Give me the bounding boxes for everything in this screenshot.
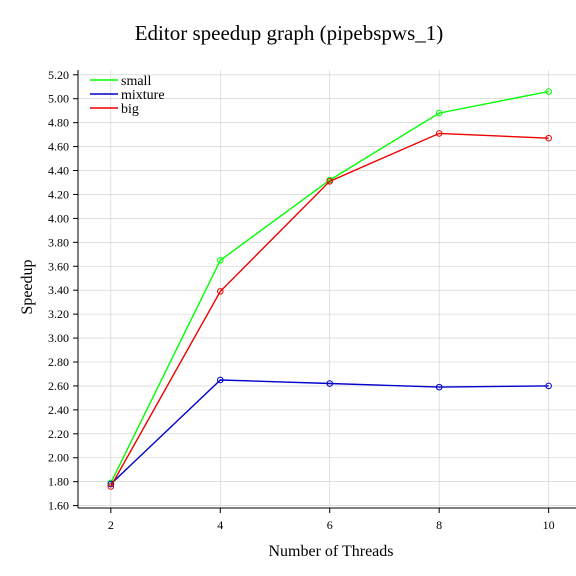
y-tick-label: 3.80 [48,235,69,249]
x-tick-label: 10 [543,518,555,532]
chart-title: Editor speedup graph (pipebspws_1) [135,21,444,45]
grid [78,70,576,508]
y-tick-label: 4.20 [48,187,69,201]
legend-item-big: big [90,102,139,117]
data-point-mixture [326,380,334,387]
data-point-small [545,88,552,95]
legend-item-mixture: mixture [90,88,165,103]
y-tick-label: 2.00 [48,451,69,465]
series-mixture [107,376,552,488]
data-point-mixture [107,480,115,488]
y-axis-label: Speedup [19,259,36,314]
y-tick-label: 4.80 [48,116,69,130]
x-tick-label: 6 [327,518,333,532]
series-line-mixture [110,379,549,485]
y-tick-label: 4.40 [48,164,69,178]
data-point-small [216,256,224,264]
y-tick-label: 5.00 [48,92,69,106]
data-point-mixture [545,382,552,390]
x-tick-label: 4 [217,518,223,532]
data-point-big [107,483,115,490]
y-tick-label: 3.60 [48,259,69,273]
y-tick-label: 1.60 [48,499,69,513]
y-tick-label: 1.80 [48,475,69,489]
data-point-big [435,130,443,137]
legend-label: small [121,74,151,89]
y-tick-label: 2.40 [48,403,69,417]
legend-label: big [121,102,139,117]
data-point-big [216,288,224,295]
y-tick-label: 5.20 [48,68,69,82]
x-tick-label: 8 [436,518,442,532]
data-point-big [545,134,552,142]
legend-label: mixture [121,88,165,103]
series-big [107,130,552,490]
y-tick-label: 3.00 [48,331,69,345]
data-point-mixture [216,376,224,384]
y-tick-label: 3.40 [48,283,69,297]
data-point-big [326,177,334,185]
data-point-mixture [435,383,443,391]
legend-item-small: small [90,74,151,89]
series-line-big [110,132,549,487]
x-tick-label: 2 [108,518,114,532]
series-line-small [110,90,549,484]
x-axis-label: Number of Threads [269,543,394,560]
y-tick-label: 2.20 [48,427,69,441]
y-tick-label: 4.00 [48,211,69,225]
y-tick-label: 2.80 [48,355,69,369]
y-tick-label: 4.60 [48,140,69,154]
y-tick-label: 3.20 [48,307,69,321]
series-lines [107,88,552,490]
axes: 1.60 1.80 2.00 2.20 2.40 2.60 2.80 3.00 3.20 3.40… [48,68,576,532]
data-point-small [435,109,443,117]
y-tick-label: 2.60 [48,379,69,393]
